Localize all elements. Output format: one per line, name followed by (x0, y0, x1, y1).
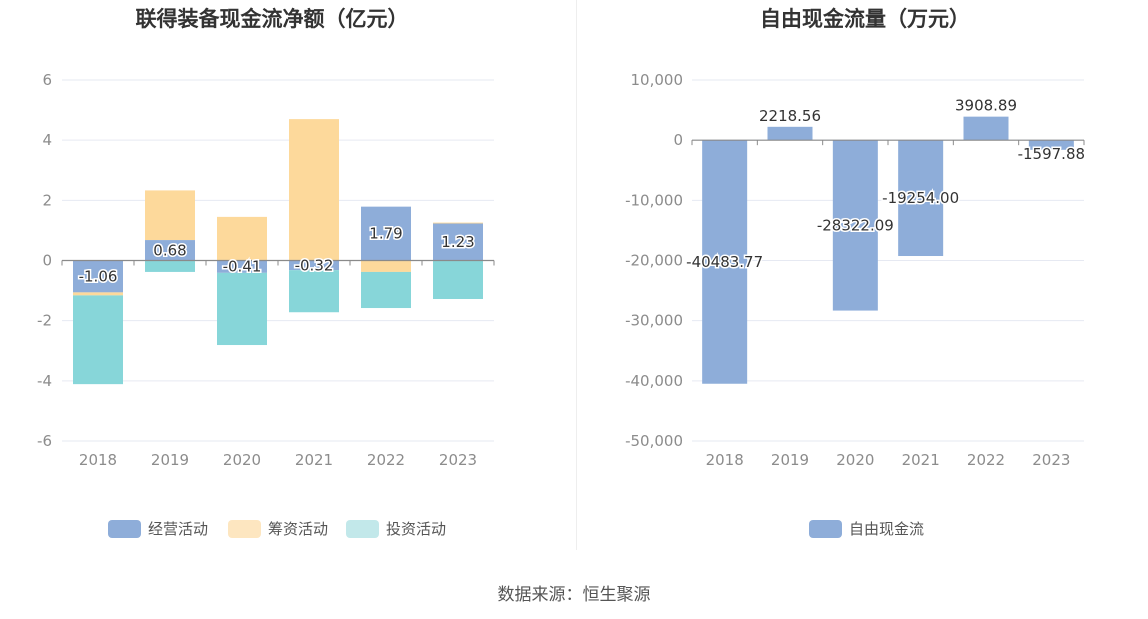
data-source-note: 数据来源：恒生聚源 (497, 585, 651, 605)
bar (289, 119, 339, 261)
bar (702, 140, 748, 384)
bar (361, 206, 411, 261)
data-label: 1.23 (441, 233, 474, 251)
x-tick-label: 2023 (439, 451, 477, 469)
bar (433, 222, 483, 224)
x-tick-label: 2020 (223, 451, 261, 469)
bar (145, 240, 195, 261)
y-tick-label: -10,000 (625, 191, 683, 209)
bar (145, 260, 195, 272)
chart-divider (576, 0, 577, 550)
bar (217, 272, 267, 346)
x-tick-label: 2018 (706, 451, 744, 469)
data-label: -40483.77 (686, 253, 763, 271)
bar (217, 260, 267, 273)
bar (289, 270, 339, 313)
bar (73, 292, 123, 296)
bar (433, 223, 483, 261)
data-label: 3908.89 (955, 97, 1017, 115)
bar (433, 260, 483, 300)
bar (361, 271, 411, 309)
y-tick-label: 4 (42, 131, 52, 149)
bar (767, 126, 813, 141)
bar (217, 216, 267, 261)
x-tick-label: 2020 (836, 451, 874, 469)
data-label: 0.68 (153, 241, 186, 259)
y-tick-label: -40,000 (625, 372, 683, 390)
y-tick-label: 2 (42, 191, 52, 209)
bar (289, 260, 339, 271)
x-tick-label: 2018 (79, 451, 117, 469)
legend-label: 投资活动 (386, 520, 446, 538)
data-label: -1597.88 (1018, 145, 1085, 163)
legend-swatch (108, 520, 141, 538)
x-tick-label: 2021 (902, 451, 940, 469)
bar (361, 260, 411, 272)
y-tick-label: 10,000 (631, 71, 684, 89)
y-tick-label: -2 (37, 312, 52, 330)
bar (898, 140, 944, 257)
y-tick-label: -50,000 (625, 432, 683, 450)
bar (1028, 140, 1074, 150)
x-tick-label: 2019 (771, 451, 809, 469)
legend-swatch (228, 520, 261, 538)
data-label: -19254.00 (882, 189, 959, 207)
legend-label: 经营活动 (148, 520, 208, 538)
data-label: -1.06 (79, 267, 118, 285)
x-tick-label: 2019 (151, 451, 189, 469)
bar (963, 116, 1009, 141)
x-tick-label: 2023 (1032, 451, 1070, 469)
legend-swatch (346, 520, 379, 538)
x-tick-label: 2021 (295, 451, 333, 469)
bar (145, 190, 195, 241)
bar (832, 140, 878, 311)
bar (73, 260, 123, 293)
x-tick-label: 2022 (967, 451, 1005, 469)
chart-title: 自由现金流量（万元） (760, 7, 970, 31)
chart-title: 联得装备现金流净额（亿元） (136, 7, 409, 31)
y-tick-label: 0 (673, 131, 683, 149)
x-tick-label: 2022 (367, 451, 405, 469)
data-label: -0.32 (295, 256, 334, 274)
data-label: 1.79 (369, 225, 402, 243)
y-tick-label: -4 (37, 372, 52, 390)
y-tick-label: 6 (42, 71, 52, 89)
legend-label: 筹资活动 (268, 520, 328, 538)
y-tick-label: -30,000 (625, 312, 683, 330)
legend-label: 自由现金流 (849, 520, 924, 538)
y-tick-label: 0 (42, 252, 52, 270)
data-label: -28322.09 (817, 216, 894, 234)
data-label: -0.41 (223, 258, 262, 276)
legend-swatch (809, 520, 842, 538)
bar (73, 295, 123, 385)
y-tick-label: -20,000 (625, 252, 683, 270)
y-tick-label: -6 (37, 432, 52, 450)
data-label: 2218.56 (759, 107, 821, 125)
